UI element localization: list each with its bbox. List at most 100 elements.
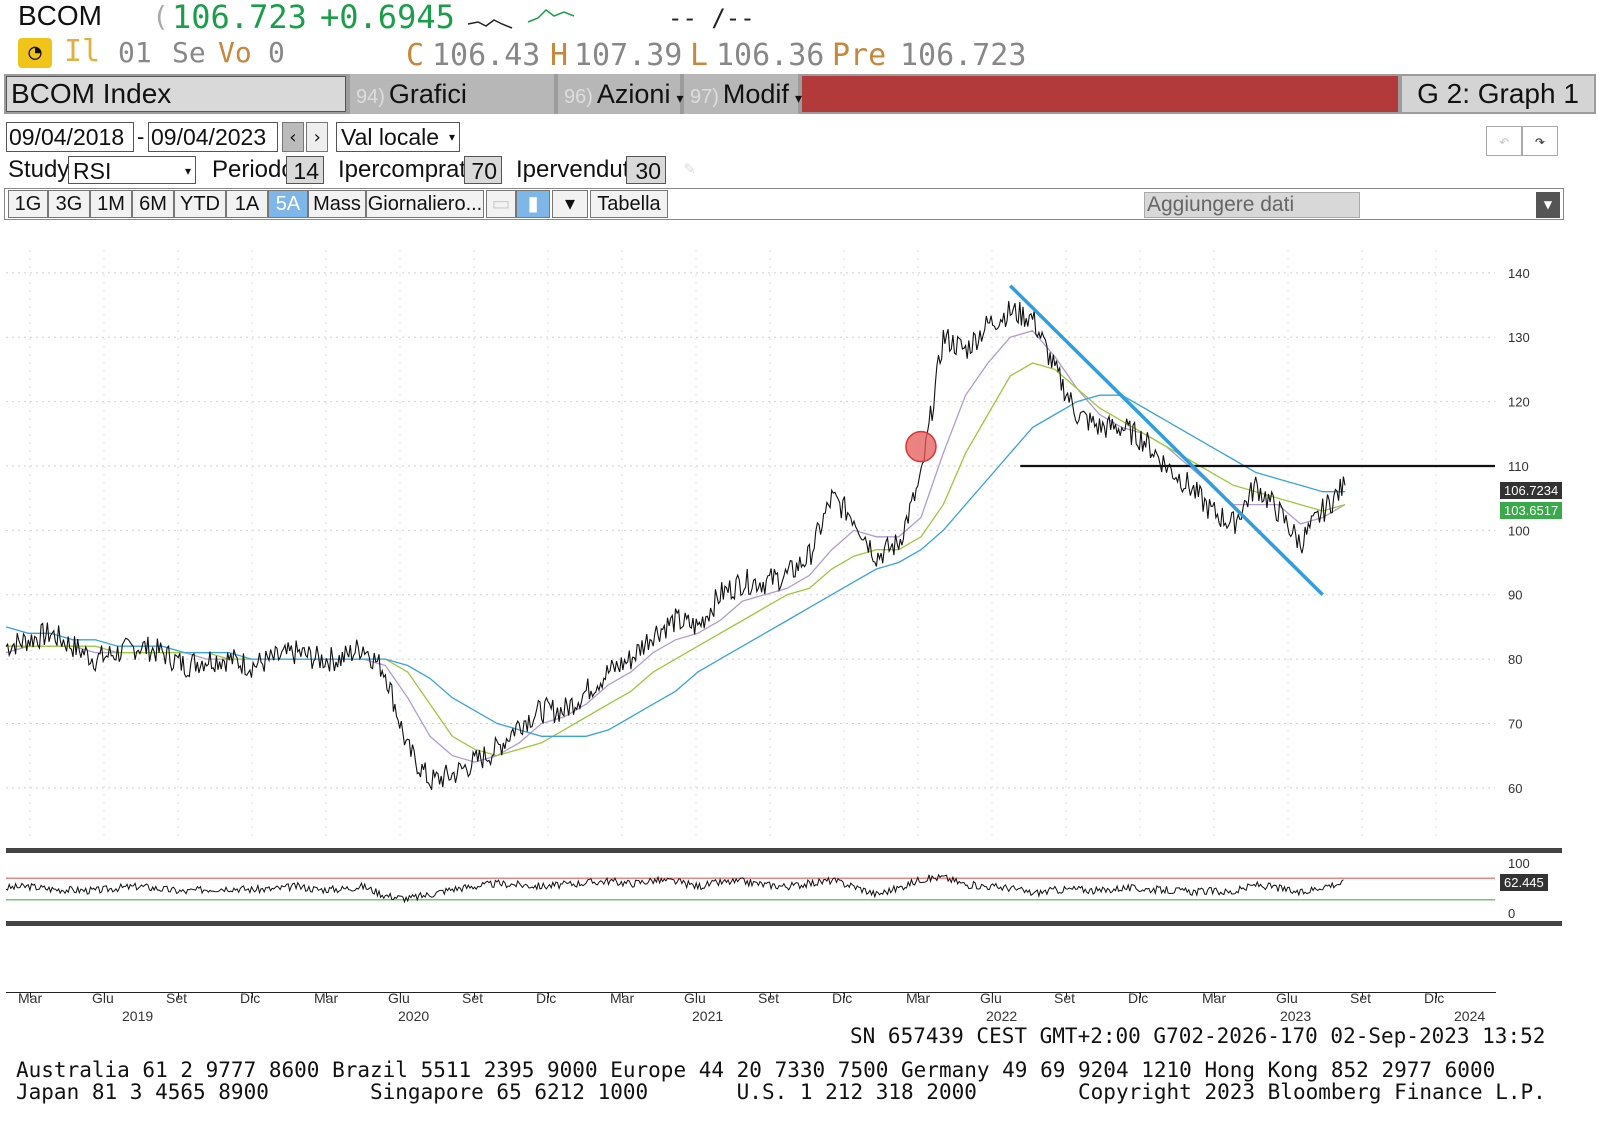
timeframe-6m[interactable]: 6M: [132, 190, 174, 218]
redo-button[interactable]: ↷: [1522, 126, 1558, 156]
x-month-label: Set: [1350, 990, 1372, 1006]
chevron-down-icon: ▾: [184, 164, 191, 178]
period-input[interactable]: 14: [286, 156, 324, 184]
add-data-dropdown-button[interactable]: ▼: [1536, 192, 1560, 218]
close-value: 106.43: [432, 38, 541, 73]
frequency-select[interactable]: Giornaliero...: [366, 190, 484, 218]
tab-modify-num: 97): [690, 86, 719, 108]
pre-value: 106.723: [900, 38, 1027, 73]
security-field[interactable]: BCOM Index: [6, 76, 346, 112]
x-tick: [1362, 992, 1363, 998]
y-tick-label: 80: [1508, 652, 1522, 667]
date-from-text: 09/04/2018: [9, 124, 125, 150]
study-select[interactable]: RSI ▾: [68, 156, 196, 184]
x-year-label: 2019: [122, 1008, 154, 1024]
x-month-label: Dic: [1128, 990, 1149, 1006]
tab-actions-num: 96): [564, 86, 593, 108]
x-tick: [1214, 992, 1215, 998]
x-month-label: Giu: [1276, 990, 1298, 1006]
timeframe-bar: [4, 188, 1564, 220]
sparkline-icon: [468, 9, 575, 29]
chart-style-button[interactable]: ▭: [486, 190, 516, 218]
chevron-down-icon: ▾: [676, 90, 684, 106]
pencil-icon[interactable]: ✎: [684, 158, 695, 179]
x-month-label: Mar: [610, 990, 635, 1006]
row2-vo-value: 0: [268, 36, 285, 69]
prev-period-button[interactable]: ‹: [282, 122, 304, 152]
timeframe-1g[interactable]: 1G: [8, 190, 48, 218]
currency-text: Val locale: [341, 124, 440, 150]
timeframe-5a[interactable]: 5A: [268, 190, 308, 218]
x-tick: [474, 992, 475, 998]
x-year-label: 2022: [986, 1008, 1018, 1024]
x-month-label: Dic: [240, 990, 261, 1006]
tab-actions[interactable]: 96) Azioni ▾: [558, 74, 684, 114]
price-chart[interactable]: 140 130 120 110 100 90 80 70 60: [0, 230, 1600, 840]
x-month-label: Set: [1054, 990, 1076, 1006]
moving-average-line-3: [5, 394, 1345, 737]
next-period-button[interactable]: ›: [306, 122, 328, 152]
tab-suggested-charts[interactable]: 94)Grafici suggeriti: [350, 74, 554, 152]
timeframe-1a[interactable]: 1A: [226, 190, 268, 218]
x-month-label: Giu: [92, 990, 114, 1006]
timeframe-1m[interactable]: 1M: [90, 190, 132, 218]
x-tick: [178, 992, 179, 998]
chart-type-icon[interactable]: ▮: [516, 190, 550, 218]
y-tick-label: 120: [1508, 395, 1530, 410]
x-tick: [548, 992, 549, 998]
ticker-symbol: BCOM: [18, 0, 102, 31]
x-tick: [918, 992, 919, 998]
x-tick: [326, 992, 327, 998]
highlight-marker: [905, 430, 937, 463]
row2-se: Se: [172, 36, 206, 69]
rsi-panel-bottom-border: [6, 921, 1562, 926]
undo-button[interactable]: ↶: [1486, 126, 1522, 156]
rsi-panel-top-border: [6, 848, 1562, 853]
x-month-label: Giu: [684, 990, 706, 1006]
rsi-series-line: [5, 873, 1344, 904]
row2-01: 01: [118, 36, 152, 69]
row2-il: Il: [64, 34, 101, 69]
x-month-label: Set: [758, 990, 780, 1006]
change-placeholder: -- /--: [668, 4, 755, 32]
x-tick: [844, 992, 845, 998]
study-text: RSI: [73, 158, 112, 184]
timeframe-max[interactable]: Mass: [308, 190, 366, 218]
y-tick-label: 90: [1508, 588, 1522, 603]
x-tick: [252, 992, 253, 998]
x-month-label: Giu: [388, 990, 410, 1006]
price-change: +0.6945: [320, 0, 455, 36]
x-tick: [1066, 992, 1067, 998]
low-value: 106.36: [716, 38, 825, 73]
x-tick: [1288, 992, 1289, 998]
overbought-label: Ipercomprato: [338, 156, 480, 183]
high-value: 107.39: [574, 38, 683, 73]
x-month-label: Set: [462, 990, 484, 1006]
status-line: SN 657439 CEST GMT+2:00 G702-2026-170 02…: [850, 1024, 1546, 1048]
oversold-input[interactable]: 30: [626, 156, 666, 184]
pre-label: Pre: [832, 38, 887, 73]
graph-label[interactable]: G 2: Graph 1: [1402, 76, 1594, 112]
currency-select[interactable]: Val locale ▾: [336, 122, 460, 152]
high-label: H: [550, 38, 569, 73]
add-data-field[interactable]: Aggiungere dati: [1144, 192, 1360, 218]
timeframe-3g[interactable]: 3G: [48, 190, 90, 218]
tab-actions-label: Azioni: [596, 79, 671, 109]
x-tick: [1436, 992, 1437, 998]
y-tick-label: 140: [1508, 266, 1530, 281]
tab-modify[interactable]: 97) Modif ▾: [684, 74, 802, 114]
date-to-field[interactable]: 09/04/2023 ▭: [148, 122, 278, 152]
x-tick: [696, 992, 697, 998]
rsi-chart[interactable]: 100 0: [0, 856, 1600, 922]
overbought-input[interactable]: 70: [464, 156, 502, 184]
date-from-field[interactable]: 09/04/2018 ▭: [6, 122, 134, 152]
x-month-label: Set: [166, 990, 188, 1006]
contacts-line-2: Japan 81 3 4565 8900 Singapore 65 6212 1…: [16, 1080, 1546, 1104]
y-tick-label: 130: [1508, 330, 1530, 345]
chart-type-dropdown[interactable]: ▾: [552, 190, 588, 218]
x-tick: [992, 992, 993, 998]
table-button[interactable]: Tabella: [590, 190, 668, 218]
timeframe-ytd[interactable]: YTD: [174, 190, 226, 218]
gauge-icon[interactable]: ◔: [18, 38, 52, 68]
x-tick: [400, 992, 401, 998]
